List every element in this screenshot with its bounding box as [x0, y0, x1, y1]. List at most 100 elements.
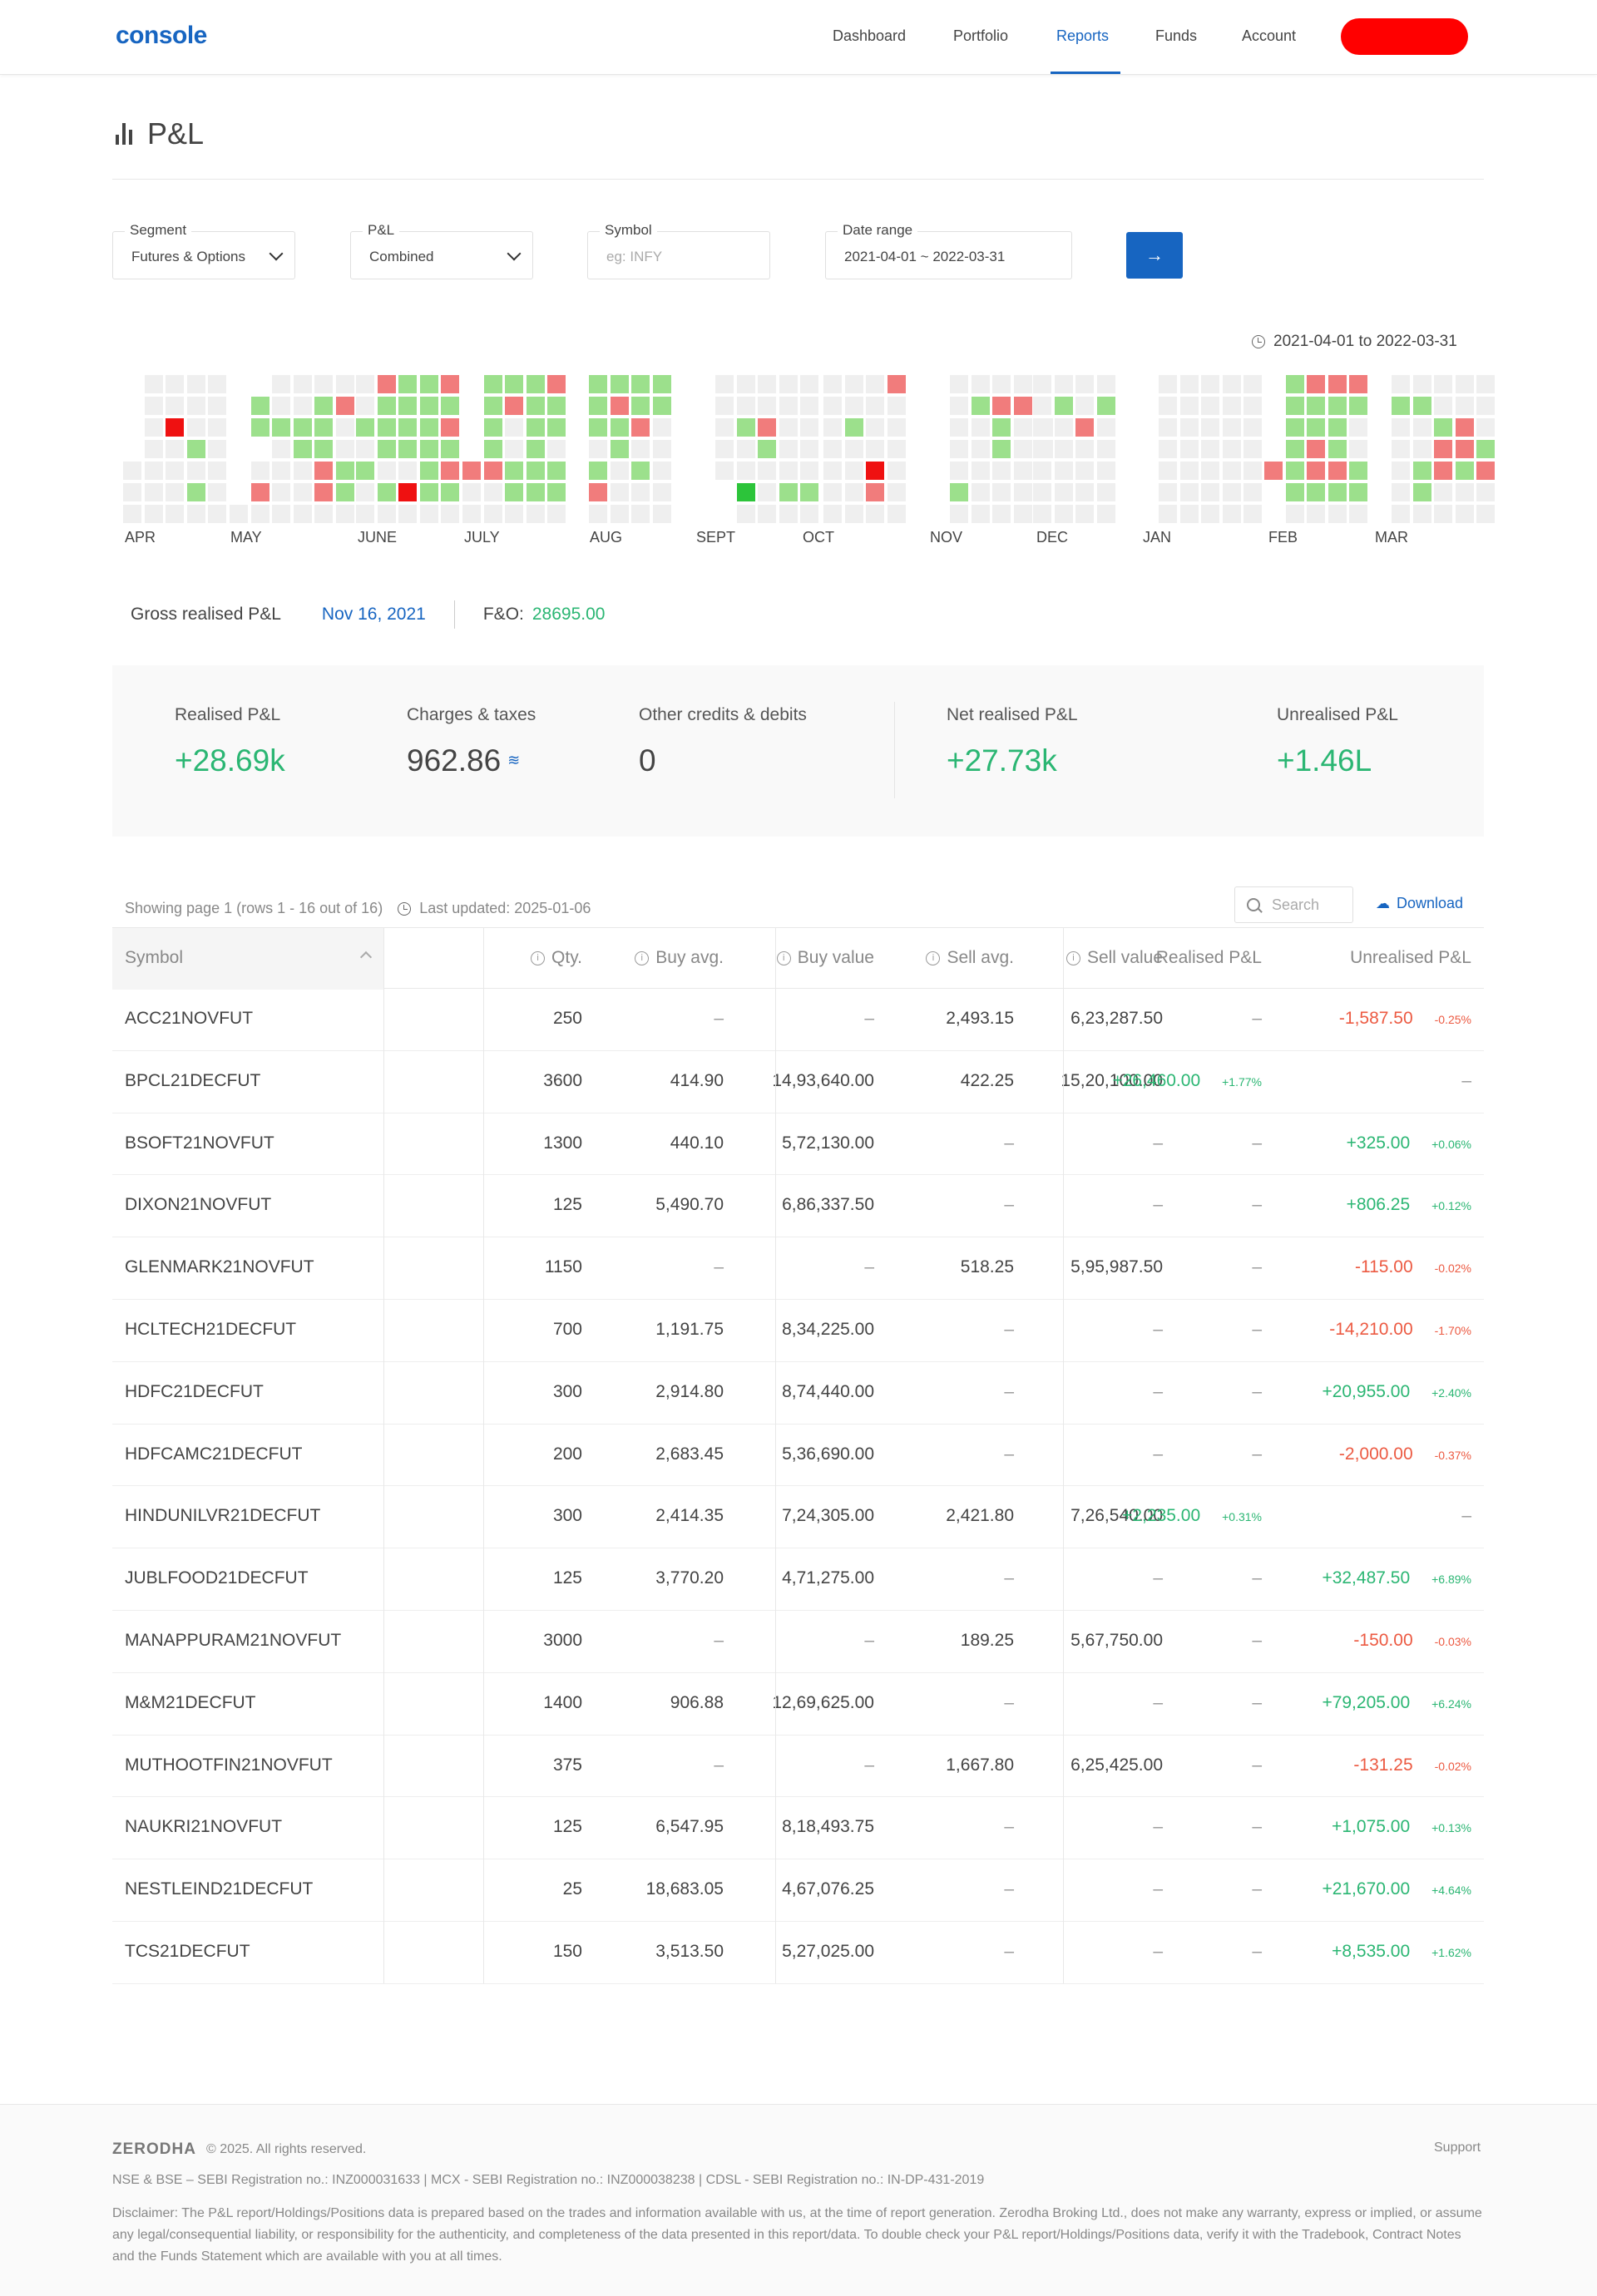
- heatmap-day-cell[interactable]: [377, 440, 396, 458]
- heatmap-day-cell[interactable]: [419, 440, 438, 458]
- heatmap-day-cell[interactable]: [1222, 483, 1241, 501]
- heatmap-day-cell[interactable]: [1349, 440, 1367, 458]
- heatmap-day-cell[interactable]: [144, 397, 163, 415]
- heatmap-day-cell[interactable]: [356, 397, 374, 415]
- heatmap-day-cell[interactable]: [992, 375, 1011, 393]
- heatmap-day-cell[interactable]: [1285, 418, 1304, 437]
- heatmap-day-cell[interactable]: [483, 483, 502, 501]
- heatmap-day-cell[interactable]: [1328, 397, 1347, 415]
- heatmap-day-cell[interactable]: [186, 483, 205, 501]
- heatmap-day-cell[interactable]: [1285, 440, 1304, 458]
- table-row[interactable]: M&M21DECFUT 1400 906.88 12,69,625.00 – – – +79,…: [112, 1673, 1484, 1736]
- table-row[interactable]: HCLTECH21DECFUT 700 1,191.75 8,34,225.00 – – –…: [112, 1300, 1484, 1362]
- heatmap-day-cell[interactable]: [1096, 505, 1115, 523]
- cell-symbol[interactable]: TCS21DECFUT: [125, 1941, 250, 1961]
- heatmap-day-cell[interactable]: [800, 440, 818, 458]
- heatmap-day-cell[interactable]: [736, 397, 755, 415]
- heatmap-day-cell[interactable]: [335, 397, 354, 415]
- heatmap-day-cell[interactable]: [1075, 397, 1094, 415]
- heatmap-day-cell[interactable]: [715, 397, 734, 415]
- col-buy-value[interactable]: i Buy value: [776, 948, 874, 968]
- heatmap-day-cell[interactable]: [631, 397, 650, 415]
- heatmap-day-cell[interactable]: [441, 483, 459, 501]
- heatmap-day-cell[interactable]: [314, 440, 333, 458]
- heatmap-day-cell[interactable]: [1392, 397, 1410, 415]
- heatmap-day-cell[interactable]: [1412, 397, 1431, 415]
- heatmap-day-cell[interactable]: [1179, 462, 1199, 480]
- heatmap-day-cell[interactable]: [272, 375, 290, 393]
- cell-symbol[interactable]: DIXON21NOVFUT: [125, 1195, 272, 1215]
- layers-icon[interactable]: ≋: [507, 752, 521, 768]
- heatmap-day-cell[interactable]: [971, 397, 990, 415]
- table-row[interactable]: TCS21DECFUT 150 3,513.50 5,27,025.00 – – – +8,5…: [112, 1922, 1484, 1984]
- table-row[interactable]: HINDUNILVR21DECFUT 300 2,414.35 7,24,305.00…: [112, 1486, 1484, 1549]
- heatmap-day-cell[interactable]: [589, 375, 607, 393]
- heatmap-day-cell[interactable]: [1412, 505, 1431, 523]
- heatmap-day-cell[interactable]: [1033, 397, 1051, 415]
- heatmap-day-cell[interactable]: [887, 462, 906, 480]
- heatmap-day-cell[interactable]: [1054, 418, 1073, 437]
- heatmap-day-cell[interactable]: [758, 505, 776, 523]
- heatmap-day-cell[interactable]: [1075, 483, 1094, 501]
- heatmap-day-cell[interactable]: [715, 462, 734, 480]
- heatmap-day-cell[interactable]: [483, 397, 502, 415]
- heatmap-day-cell[interactable]: [398, 397, 417, 415]
- heatmap-day-cell[interactable]: [589, 418, 607, 437]
- heatmap-day-cell[interactable]: [250, 505, 269, 523]
- heatmap-day-cell[interactable]: [441, 505, 459, 523]
- col-symbol[interactable]: Symbol: [125, 948, 184, 967]
- heatmap-day-cell[interactable]: [758, 483, 776, 501]
- heatmap-day-cell[interactable]: [526, 505, 545, 523]
- heatmap-day-cell[interactable]: [526, 462, 545, 480]
- heatmap-day-cell[interactable]: [715, 440, 734, 458]
- heatmap-day-cell[interactable]: [1033, 462, 1051, 480]
- heatmap-day-cell[interactable]: [1434, 483, 1452, 501]
- heatmap-day-cell[interactable]: [1455, 483, 1474, 501]
- heatmap-day-cell[interactable]: [715, 418, 734, 437]
- heatmap-day-cell[interactable]: [419, 397, 438, 415]
- heatmap-day-cell[interactable]: [631, 375, 650, 393]
- heatmap-day-cell[interactable]: [441, 440, 459, 458]
- heatmap-day-cell[interactable]: [1285, 505, 1304, 523]
- heatmap-day-cell[interactable]: [335, 375, 354, 393]
- heatmap-day-cell[interactable]: [610, 397, 629, 415]
- heatmap-day-cell[interactable]: [971, 375, 990, 393]
- nav-account[interactable]: Account: [1242, 27, 1297, 44]
- heatmap-day-cell[interactable]: [441, 397, 459, 415]
- heatmap-day-cell[interactable]: [1328, 462, 1347, 480]
- heatmap-day-cell[interactable]: [335, 462, 354, 480]
- heatmap-day-cell[interactable]: [1307, 397, 1325, 415]
- heatmap-day-cell[interactable]: [715, 375, 734, 393]
- heatmap-day-cell[interactable]: [589, 483, 607, 501]
- heatmap-day-cell[interactable]: [272, 505, 290, 523]
- heatmap-day-cell[interactable]: [1392, 505, 1410, 523]
- col-realised[interactable]: Realised P&L: [1155, 948, 1262, 967]
- heatmap-day-cell[interactable]: [1285, 375, 1304, 393]
- table-row[interactable]: NESTLEIND21DECFUT 25 18,683.05 4,67,076.25 –…: [112, 1859, 1484, 1922]
- heatmap-day-cell[interactable]: [1179, 505, 1199, 523]
- cell-symbol[interactable]: BPCL21DECFUT: [125, 1070, 261, 1090]
- heatmap-day-cell[interactable]: [1285, 397, 1304, 415]
- heatmap-day-cell[interactable]: [779, 440, 798, 458]
- cell-symbol[interactable]: MUTHOOTFIN21NOVFUT: [125, 1755, 333, 1775]
- heatmap-day-cell[interactable]: [250, 418, 269, 437]
- heatmap-day-cell[interactable]: [758, 440, 776, 458]
- heatmap-day-cell[interactable]: [1096, 397, 1115, 415]
- heatmap-day-cell[interactable]: [652, 375, 671, 393]
- heatmap-day-cell[interactable]: [1307, 483, 1325, 501]
- heatmap-day-cell[interactable]: [992, 483, 1011, 501]
- heatmap-day-cell[interactable]: [398, 440, 417, 458]
- heatmap-day-cell[interactable]: [1033, 418, 1051, 437]
- heatmap-day-cell[interactable]: [1476, 440, 1495, 458]
- heatmap-day-cell[interactable]: [844, 505, 863, 523]
- heatmap-day-cell[interactable]: [1349, 505, 1367, 523]
- heatmap-day-cell[interactable]: [971, 483, 990, 501]
- console-logo[interactable]: console: [116, 22, 207, 49]
- heatmap-day-cell[interactable]: [992, 505, 1011, 523]
- heatmap-day-cell[interactable]: [526, 397, 545, 415]
- heatmap-day-cell[interactable]: [1243, 440, 1262, 458]
- heatmap-day-cell[interactable]: [293, 483, 312, 501]
- heatmap-day-cell[interactable]: [1201, 440, 1219, 458]
- submit-button[interactable]: →: [1126, 232, 1183, 279]
- col-sell-value[interactable]: i Sell value: [1065, 948, 1163, 968]
